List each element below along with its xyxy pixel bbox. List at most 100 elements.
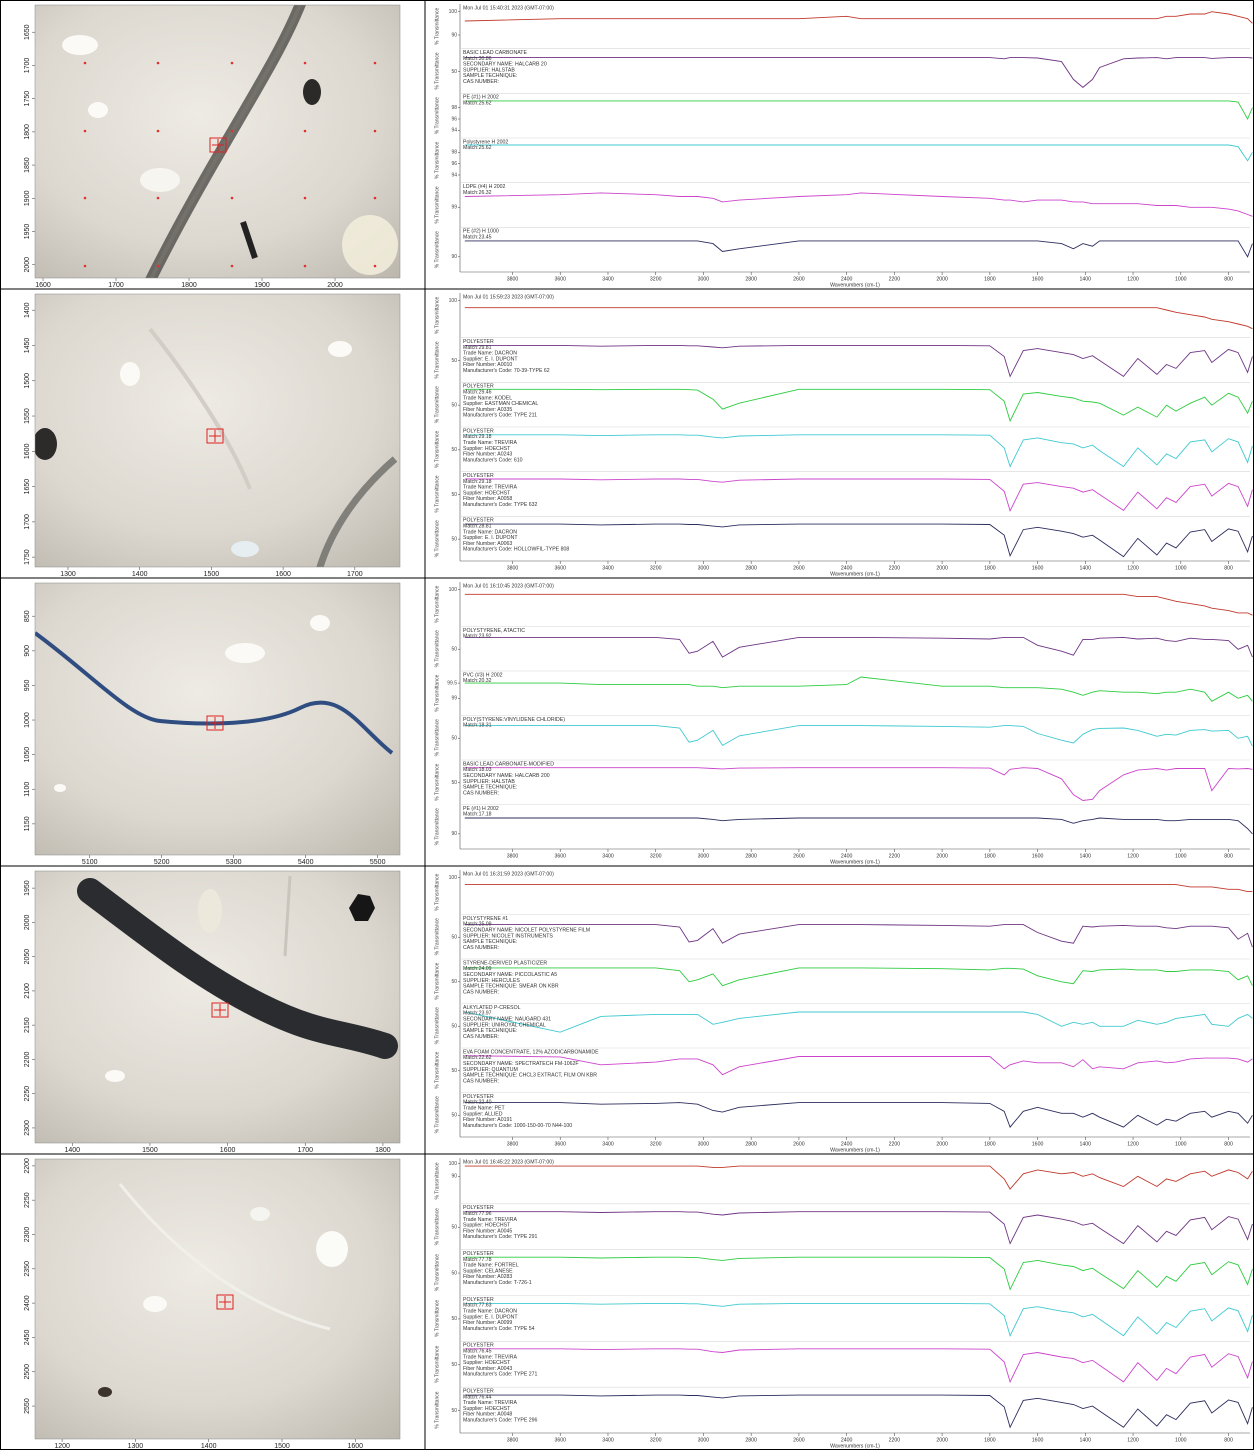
spectrum-label: POLYESTER	[463, 1251, 494, 1257]
spectrum-label: Match:29.18	[463, 479, 492, 485]
spectrum-label: Fiber Number: A0045	[463, 1228, 512, 1234]
spectrum-label: SUPPLIER: QUANTUM	[463, 1067, 518, 1073]
y-tick-label: 94	[451, 172, 457, 178]
micrograph	[35, 1159, 400, 1439]
x-tick-label: 800	[1224, 1141, 1233, 1147]
spectrum-label: BASIC LEAD CARBONATE	[463, 50, 527, 56]
spectrum-label: Manufacturer's Code: T-726-1	[463, 1280, 532, 1286]
micrograph	[35, 294, 400, 567]
x-tick-label: 5500	[370, 859, 386, 866]
spectrum-line	[464, 1256, 1253, 1291]
x-tick-label: 3200	[650, 276, 662, 282]
x-tick-label: 5200	[154, 859, 170, 866]
y-tick-label: 90	[451, 254, 457, 260]
spectrum-label: Trade Name: TREVIRA	[463, 485, 517, 491]
x-tick-label: 3000	[698, 565, 710, 571]
map-point	[303, 129, 307, 133]
crosshair	[214, 1004, 226, 1016]
spectrum-line	[464, 344, 1253, 378]
y-tick-label: 98	[451, 105, 457, 111]
aperture	[216, 1294, 234, 1310]
spectrum-line	[464, 884, 1253, 893]
spectrum-label: SECONDARY NAME: PICCOLASTIC A5	[463, 972, 557, 978]
x-tick-label: 800	[1224, 1437, 1233, 1443]
spectrum-label: Supplier: E. I. DUPONT	[463, 356, 518, 362]
spectrum-label: CAS NUMBER:	[463, 79, 499, 85]
y-axis-title: % Transmittance	[434, 918, 440, 955]
spectrum-label: SAMPLE TECHNIQUE:	[463, 1028, 517, 1034]
x-tick-label: 1600	[348, 1443, 364, 1450]
y-tick-label: 1050	[24, 747, 31, 763]
spectrum-line	[464, 817, 1253, 835]
y-tick-label: 2550	[24, 1398, 31, 1414]
y-tick-label: 96	[451, 116, 457, 122]
spectrum-label: Manufacturer's Code: TYPE 291	[463, 1234, 538, 1240]
x-tick-label: 2000	[936, 1437, 948, 1443]
x-axis-title: Wavenumbers (cm-1)	[830, 282, 880, 288]
y-tick-label: 2300	[24, 1120, 31, 1136]
x-tick-label: 2800	[745, 1437, 757, 1443]
spectrum-label: Match:29.81	[463, 345, 492, 351]
spectrum-line	[464, 967, 1253, 987]
spectrum-label: Trade Name: DACRON	[463, 529, 517, 535]
x-tick-label: 3800	[507, 276, 519, 282]
spectrum-label: Supplier: HOECHST	[463, 490, 511, 496]
y-axis-title: % Transmittance	[434, 1096, 440, 1133]
spectrum-label: Trade Name: DACRON	[463, 351, 517, 357]
map-point	[83, 129, 87, 133]
spectrum-label: POLYESTER	[463, 473, 494, 479]
y-tick-label: 50	[451, 402, 457, 408]
spectrum-label: Match:24.09	[463, 966, 492, 972]
spectrum-label: Trade Name: TREVIRA	[463, 1400, 517, 1406]
x-tick-label: 3800	[507, 853, 519, 859]
spectrum-label: Fiber Number: A0191	[463, 1117, 512, 1123]
x-tick-label: 2400	[841, 565, 853, 571]
y-tick-label: 50	[451, 647, 457, 653]
x-tick-label: 1600	[1032, 1141, 1044, 1147]
y-axis-title: % Transmittance	[434, 808, 440, 845]
crosshair	[209, 430, 221, 442]
particle	[148, 327, 252, 490]
x-axis-title: Wavenumbers (cm-1)	[830, 1443, 880, 1449]
x-tick-label: 800	[1224, 276, 1233, 282]
y-axis-title: % Transmittance	[434, 585, 440, 622]
x-tick-label: 800	[1224, 853, 1233, 859]
x-tick-label: 1800	[375, 1147, 391, 1154]
x-tick-label: 2400	[841, 276, 853, 282]
x-tick-label: 3800	[507, 1141, 519, 1147]
spectrum-label: Supplier: ALLIED	[463, 1111, 503, 1117]
spectrum-label: SECONDARY NAME: HALCARB 20	[463, 62, 547, 68]
x-tick-label: 1900	[254, 282, 270, 289]
y-tick-label: 94	[451, 128, 457, 134]
y-tick-label: 2000	[24, 914, 31, 930]
y-axis-title: % Transmittance	[434, 186, 440, 223]
x-tick-label: 2600	[793, 853, 805, 859]
x-tick-label: 1400	[1080, 565, 1092, 571]
x-tick-label: 3800	[507, 1437, 519, 1443]
micrograph-features	[62, 5, 398, 278]
spectrum-line	[464, 767, 1253, 801]
spectrum-label: Match:25.62	[463, 101, 492, 107]
y-axis-title: % Transmittance	[434, 1300, 440, 1337]
y-tick-label: 50	[451, 358, 457, 364]
x-tick-label: 2000	[936, 1141, 948, 1147]
spectrum-label: Manufacturer's Code: TYPE 211	[463, 413, 537, 419]
y-tick-label: 50	[451, 536, 457, 542]
x-tick-label: 1800	[984, 565, 996, 571]
spectrum-label: Mon Jul 01 16:31:59 2023 (GMT-07:00)	[463, 871, 554, 877]
x-tick-label: 800	[1224, 565, 1233, 571]
spectrum-label: Match:77.96	[463, 1211, 492, 1217]
spectrum-label: Fiber Number: A0010	[463, 362, 512, 368]
map-point	[303, 61, 307, 65]
x-tick-label: 1200	[1127, 1437, 1139, 1443]
spectrum-label: Manufacturer's Code: 610	[463, 457, 523, 463]
map-point	[373, 264, 377, 268]
y-tick-label: 1400	[24, 302, 31, 318]
x-tick-label: 1800	[984, 276, 996, 282]
x-tick-label: 1200	[54, 1443, 70, 1450]
y-tick-label: 1900	[24, 190, 31, 206]
x-tick-label: 2000	[327, 282, 343, 289]
x-tick-label: 2200	[889, 853, 901, 859]
spectrum-label: Match:25.09	[463, 922, 492, 928]
x-tick-label: 1200	[1127, 1141, 1139, 1147]
